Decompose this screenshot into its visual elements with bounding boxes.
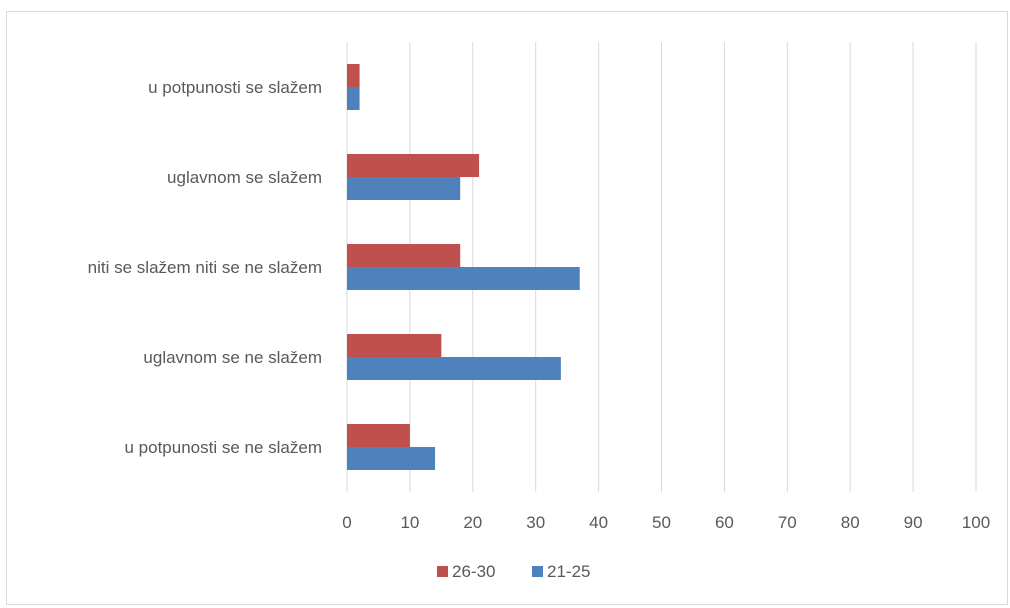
legend-swatch-26-30	[437, 566, 448, 577]
bar-26-30-3	[347, 334, 442, 357]
category-label: uglavnom se slažem	[167, 168, 322, 187]
bar-21-25-1	[347, 177, 461, 200]
bar-21-25-0	[347, 87, 360, 110]
x-tick-label: 10	[400, 513, 419, 532]
x-tick-label: 30	[526, 513, 545, 532]
bar-26-30-2	[347, 244, 461, 267]
x-tick-label: 70	[778, 513, 797, 532]
legend-label: 21-25	[547, 562, 590, 581]
bar-21-25-3	[347, 357, 561, 380]
bar-26-30-4	[347, 424, 410, 447]
x-tick-label: 100	[962, 513, 990, 532]
x-tick-label: 90	[904, 513, 923, 532]
bar-21-25-2	[347, 267, 580, 290]
x-tick-label: 50	[652, 513, 671, 532]
legend-swatch-21-25	[532, 566, 543, 577]
x-tick-label: 80	[841, 513, 860, 532]
bar-26-30-1	[347, 154, 480, 177]
x-tick-label: 0	[342, 513, 351, 532]
chart-frame	[6, 11, 1008, 605]
category-label: u potpunosti se slažem	[148, 78, 322, 97]
category-label: niti se slažem niti se ne slažem	[88, 258, 322, 277]
bar-26-30-0	[347, 64, 360, 87]
bar-21-25-4	[347, 447, 436, 470]
category-label: uglavnom se ne slažem	[143, 348, 322, 367]
x-tick-label: 60	[715, 513, 734, 532]
category-label: u potpunosti se ne slažem	[124, 438, 322, 457]
x-tick-label: 40	[589, 513, 608, 532]
x-tick-label: 20	[463, 513, 482, 532]
legend-label: 26-30	[452, 562, 495, 581]
